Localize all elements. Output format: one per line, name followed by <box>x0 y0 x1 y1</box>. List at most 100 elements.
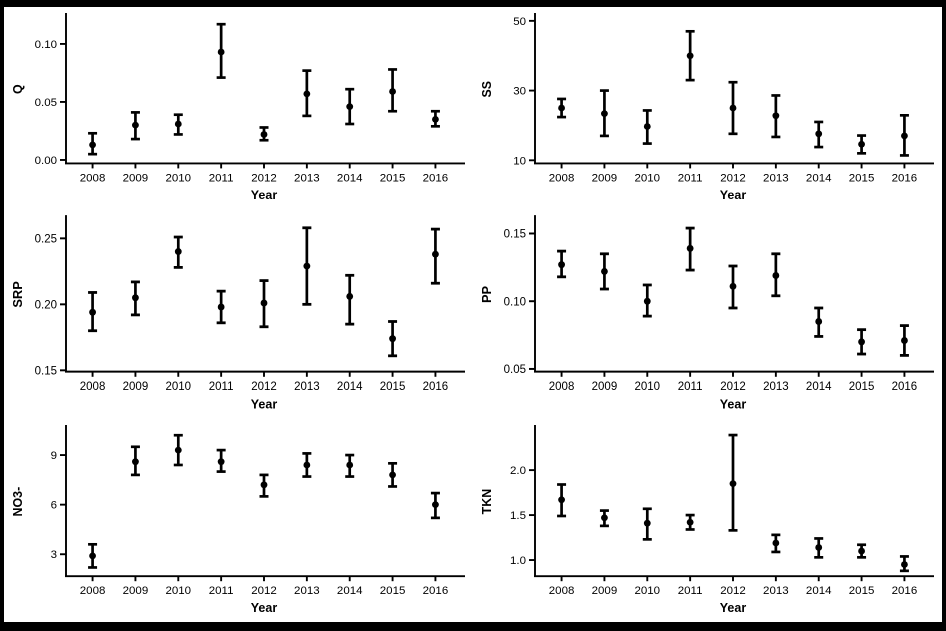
data-point <box>432 250 439 258</box>
data-point <box>132 121 139 129</box>
x-tick-label: 2014 <box>806 380 832 393</box>
panel-tkn: 1.0 1.5 2.0 2008 2009 2010 2011 2012 2013 2014 201… <box>473 419 942 622</box>
y-tick-label: 50 <box>513 16 526 28</box>
data-point <box>132 294 139 302</box>
x-tick-label: 2015 <box>380 585 406 597</box>
y-axis-title: SS <box>480 81 494 97</box>
panel-srp: 0.15 0.20 0.25 2008 2009 2010 2011 2012 2013 2014… <box>4 209 473 419</box>
x-tick-label: 2016 <box>423 172 449 184</box>
panel-no3: 3 6 9 2008 2009 2010 2011 2012 2013 2014 2015 2016 N… <box>4 419 473 622</box>
x-tick-label: 2008 <box>80 380 106 393</box>
x-tick-label: 2009 <box>123 172 149 184</box>
x-axis-title: Year <box>720 188 747 202</box>
x-tick-label: 2013 <box>763 380 789 393</box>
x-tick-label: 2012 <box>251 380 277 393</box>
x-tick-label: 2009 <box>592 172 618 184</box>
data-point <box>389 88 396 95</box>
figure-canvas: 0.00 0.05 0.10 2008 2009 2010 2011 2012 2013 2014… <box>4 7 942 622</box>
data-point <box>174 120 182 128</box>
x-tick-label: 2016 <box>892 380 918 393</box>
data-point <box>303 90 311 98</box>
y-axis-title: PP <box>480 285 494 303</box>
data-point <box>772 271 780 279</box>
x-tick-label: 2009 <box>592 585 618 597</box>
data-point <box>132 458 139 466</box>
data-point <box>729 282 737 290</box>
x-tick-label: 2015 <box>849 380 875 393</box>
x-tick-label: 2009 <box>123 585 149 597</box>
data-point <box>901 561 908 568</box>
data-point <box>389 471 396 479</box>
x-tick-label: 2011 <box>209 585 234 597</box>
y-tick-label: 0.15 <box>504 227 526 240</box>
data-point <box>601 110 608 117</box>
data-point <box>346 461 354 469</box>
x-tick-label: 2009 <box>123 380 149 393</box>
data-point <box>772 112 780 120</box>
y-tick-label: 0.25 <box>35 232 57 245</box>
x-tick-label: 2014 <box>337 172 363 184</box>
x-tick-label: 2008 <box>80 172 106 184</box>
data-point <box>729 480 737 487</box>
y-axis-title: SRP <box>11 281 25 308</box>
data-point <box>815 318 823 326</box>
data-point <box>346 103 354 110</box>
data-point <box>174 446 182 454</box>
y-tick-label: 10 <box>513 155 526 167</box>
panel-ss: 10 30 50 2008 2009 2010 2011 2012 2013 2014 2015 20… <box>473 7 942 209</box>
data-point <box>858 338 865 346</box>
data-point <box>260 481 268 489</box>
pp-plot: 0.05 0.10 0.15 2008 2009 2010 2011 2012 2013 2014… <box>480 215 934 412</box>
x-tick-label: 2010 <box>634 172 660 184</box>
x-tick-label: 2012 <box>720 172 746 184</box>
y-tick-label: 0.15 <box>35 364 57 377</box>
data-point <box>432 501 439 509</box>
data-point <box>217 48 225 56</box>
ss-plot: 10 30 50 2008 2009 2010 2011 2012 2013 2014 2015 20… <box>480 12 934 202</box>
x-tick-label: 2014 <box>806 585 832 597</box>
data-point <box>815 544 823 551</box>
y-tick-label: 0.10 <box>35 39 57 51</box>
y-tick-label: 2.0 <box>510 465 526 477</box>
data-point <box>174 248 182 256</box>
x-tick-label: 2015 <box>849 585 875 597</box>
x-tick-label: 2016 <box>892 172 918 184</box>
x-tick-label: 2012 <box>251 172 277 184</box>
data-point <box>389 335 396 343</box>
x-tick-label: 2013 <box>763 172 789 184</box>
data-point <box>858 547 865 555</box>
q-plot: 0.00 0.05 0.10 2008 2009 2010 2011 2012 2013 2014… <box>11 12 465 202</box>
data-point <box>858 140 865 148</box>
x-tick-label: 2010 <box>634 585 660 597</box>
x-tick-label: 2008 <box>549 380 575 393</box>
x-tick-label: 2009 <box>592 380 618 393</box>
x-tick-label: 2014 <box>337 585 363 597</box>
x-tick-label: 2014 <box>337 380 363 393</box>
y-axis-title: NO3- <box>11 487 25 517</box>
data-point <box>686 52 694 60</box>
x-tick-label: 2012 <box>720 585 746 597</box>
srp-plot: 0.15 0.20 0.25 2008 2009 2010 2011 2012 2013 2014… <box>11 215 465 412</box>
data-point <box>346 292 354 300</box>
x-tick-label: 2013 <box>763 585 789 597</box>
x-tick-label: 2011 <box>209 172 234 184</box>
y-tick-label: 0.20 <box>35 298 58 311</box>
data-point <box>643 519 651 527</box>
data-point <box>217 303 225 311</box>
data-point <box>772 539 780 547</box>
data-point <box>303 461 311 469</box>
data-point <box>601 267 608 275</box>
y-tick-label: 6 <box>51 500 57 512</box>
x-axis-title: Year <box>251 398 277 412</box>
data-point <box>601 514 608 522</box>
x-axis-title: Year <box>720 601 747 615</box>
data-point <box>217 458 225 466</box>
x-tick-label: 2015 <box>380 172 406 184</box>
x-tick-label: 2016 <box>423 585 449 597</box>
x-tick-label: 2008 <box>549 585 575 597</box>
x-tick-label: 2008 <box>80 585 106 597</box>
x-tick-label: 2008 <box>549 172 575 184</box>
y-tick-label: 30 <box>513 86 526 98</box>
y-tick-label: 0.00 <box>35 155 57 167</box>
y-axis-title: TKN <box>480 489 494 515</box>
